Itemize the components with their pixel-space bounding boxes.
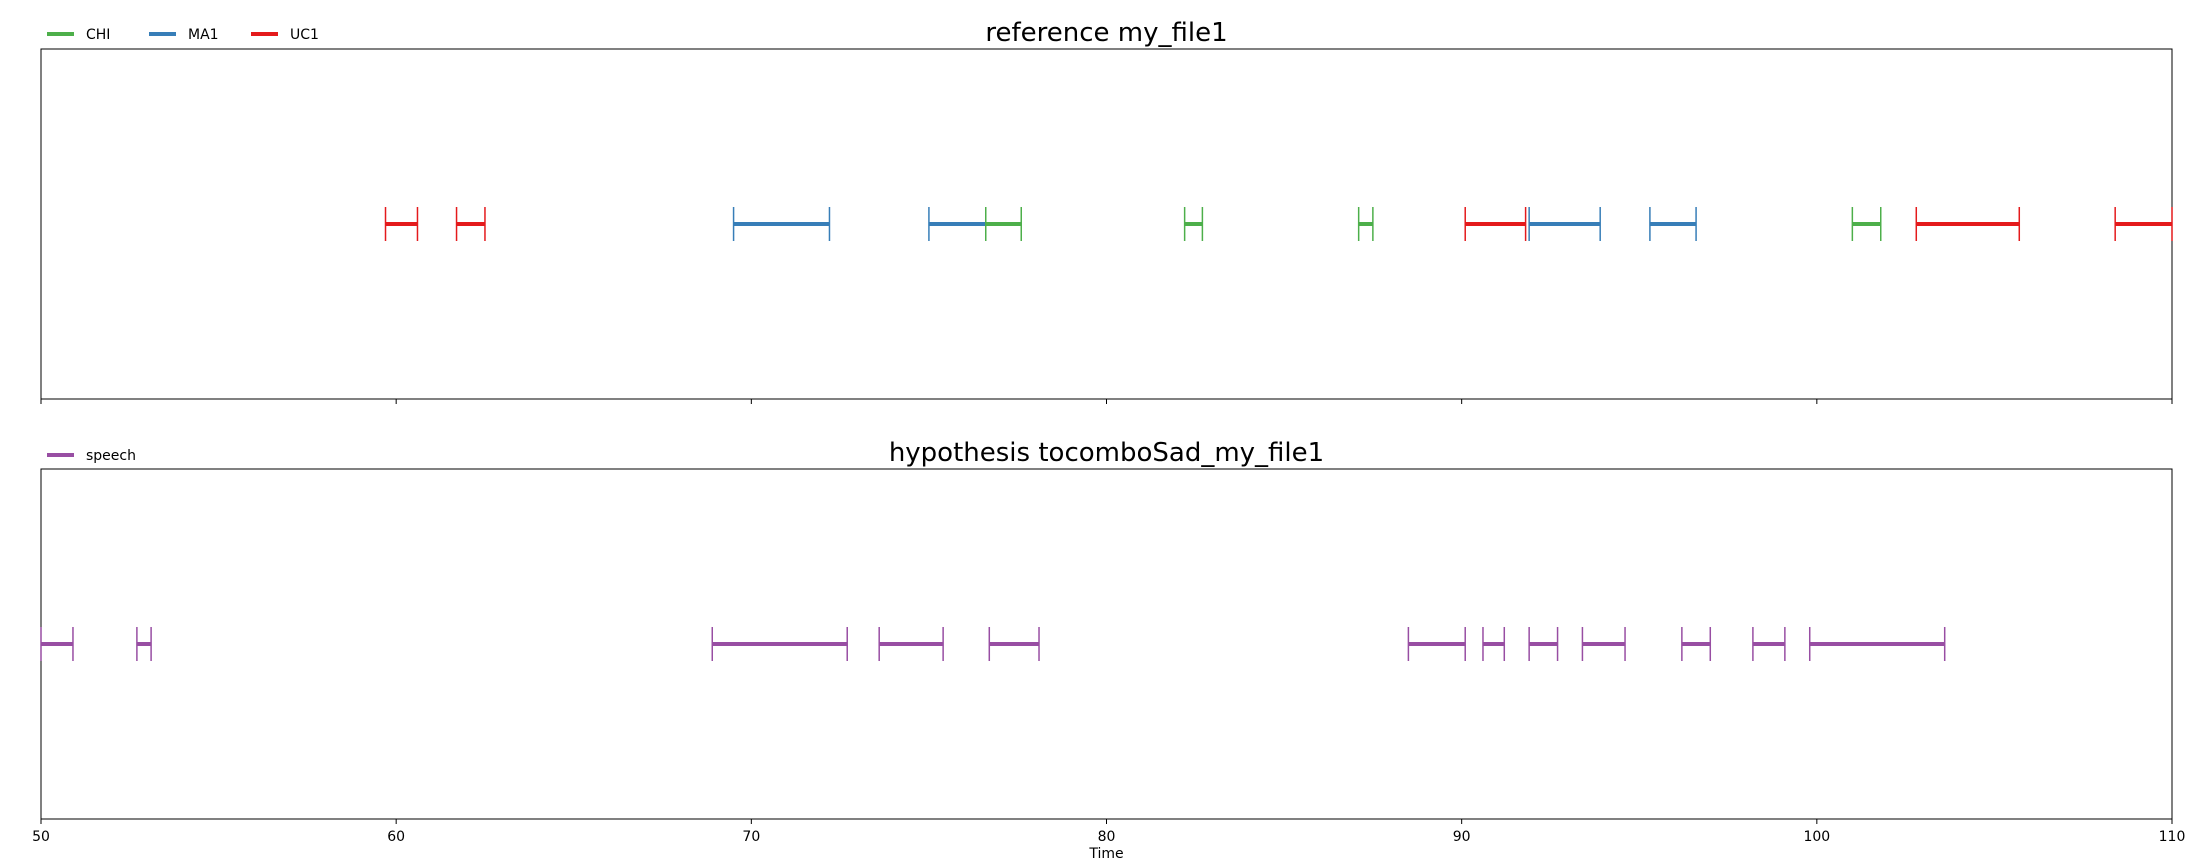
segment-speech [988,627,1040,661]
segment-speech [1581,627,1626,661]
x-axis-label: Time [1088,846,1123,859]
segment-speech [136,627,152,661]
segment-uc1 [2114,207,2173,241]
segment-speech [1407,627,1466,661]
segment-speech [878,627,944,661]
x-tick-label: 60 [387,829,405,845]
subplot-title: hypothesis tocomboSad_my_file1 [889,438,1324,468]
segment-speech [1808,627,1946,661]
segment-uc1 [1464,207,1527,241]
x-tick-label: 50 [32,829,50,845]
segment-chi [1357,207,1374,241]
subplot-title: reference my_file1 [985,18,1227,48]
segment-ma1 [1528,207,1601,241]
subplot-1: reference my_file1 CHI MA1 UC1 [40,18,2173,404]
segment-speech [1752,627,1786,661]
x-tick-label: 90 [1453,829,1471,845]
segment-speech [711,627,848,661]
segment-chi [1183,207,1204,241]
legend-entry: speech [47,448,136,464]
legend-label: speech [86,448,136,464]
legend-entry: MA1 [149,27,219,43]
legend-label: UC1 [290,27,319,43]
x-tick-label: 100 [1803,829,1830,845]
segment-speech [40,627,74,661]
segment-speech [1482,627,1506,661]
segment-uc1 [1915,207,2021,241]
segment-uc1 [455,207,486,241]
segment-ma1 [732,207,831,241]
legend-entry: CHI [47,27,110,43]
segment-uc1 [384,207,419,241]
segment-chi [1851,207,1882,241]
x-tick-label: 110 [2159,829,2186,845]
segment-ma1 [1649,207,1697,241]
segment-speech [1528,627,1559,661]
subplot-2: hypothesis tocomboSad_my_file1 speech 50 60… [32,438,2185,845]
segment-speech [1681,627,1712,661]
x-tick-label: 70 [742,829,760,845]
legend-label: MA1 [188,27,219,43]
segment-chi [984,207,1023,241]
segment-ma1 [928,207,987,241]
x-tick-label: 80 [1098,829,1116,845]
legend-entry: UC1 [251,27,319,43]
legend-label: CHI [86,27,110,43]
